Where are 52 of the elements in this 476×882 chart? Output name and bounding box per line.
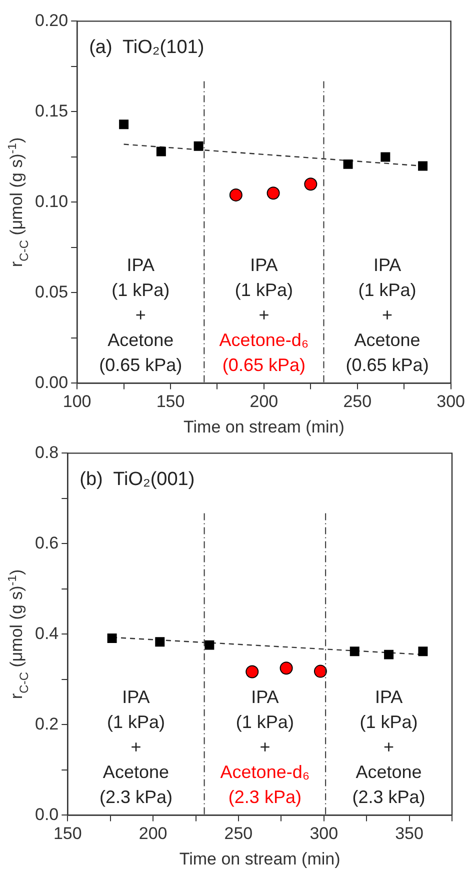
point (304, 178, 318, 191)
point (418, 161, 428, 171)
point (343, 159, 353, 169)
x-tick-label: 350 (395, 824, 424, 844)
x-tick-label: 300 (310, 824, 338, 844)
annotation: IPA (1 kPa) + Acetone (2.3 kPa) (99, 687, 172, 808)
y-tick-label: 0.20 (34, 10, 68, 30)
text: (a) TiO₂(101) (89, 37, 204, 58)
point (156, 146, 166, 156)
point (155, 637, 165, 647)
point (280, 662, 293, 675)
y-tick-label: 0.15 (34, 101, 68, 120)
annotation: IPA (1 kPa) + Acetone (2.3 kPa) (352, 687, 426, 808)
x-tick-label: 200 (138, 824, 168, 844)
point (246, 665, 259, 678)
point (266, 186, 280, 200)
annotation: IPA (1 kPa) + (236, 687, 294, 758)
point (314, 664, 327, 678)
y-tick-label: 0.2 (34, 714, 59, 734)
text: (b) TiO₂(001) (80, 469, 195, 490)
x-tick-label: 150 (53, 824, 82, 844)
y-tick-label: 0.10 (34, 192, 68, 211)
point (107, 634, 117, 644)
text: 0.0 (34, 804, 59, 824)
point (229, 188, 242, 202)
x-tick-label: 250 (224, 824, 253, 844)
y-tick-label: 0.05 (34, 282, 68, 302)
text: 0.00 (34, 372, 68, 392)
y-tick-label: 0.4 (34, 624, 59, 643)
point (350, 646, 360, 656)
annotation: IPA (1 kPa) + (234, 255, 293, 326)
y-tick-label: 0.6 (34, 533, 59, 552)
x-tick-label: 250 (343, 392, 372, 412)
point (204, 640, 214, 650)
x-tick-label: 150 (156, 392, 185, 412)
x-axis-title: Time on stream (min) (179, 849, 340, 868)
y-tick-label: 0.8 (34, 442, 59, 462)
annotation: IPA (1 kPa) + Acetone (0.65 kPa) (346, 255, 429, 376)
y-axis-title: rC-C (μmol (g s)-1) (5, 137, 31, 268)
annotation: Acetone-d₆ (0.65 kPa) (219, 330, 309, 376)
x-axis-title: Time on stream (min) (184, 417, 344, 436)
x-tick-label: 300 (436, 392, 466, 412)
point (380, 152, 390, 162)
y-axis-title: rC-C (μmol (g s)-1) (5, 569, 31, 700)
x-tick-label: 200 (250, 392, 278, 412)
annotation: IPA (1 kPa) + Acetone (0.65 kPa) (99, 255, 182, 376)
x-tick-label: 100 (62, 392, 92, 412)
point (418, 646, 428, 656)
point (119, 120, 129, 130)
point (384, 650, 394, 660)
point (194, 141, 204, 151)
annotation: Acetone-d₆ (2.3 kPa) (220, 762, 310, 808)
